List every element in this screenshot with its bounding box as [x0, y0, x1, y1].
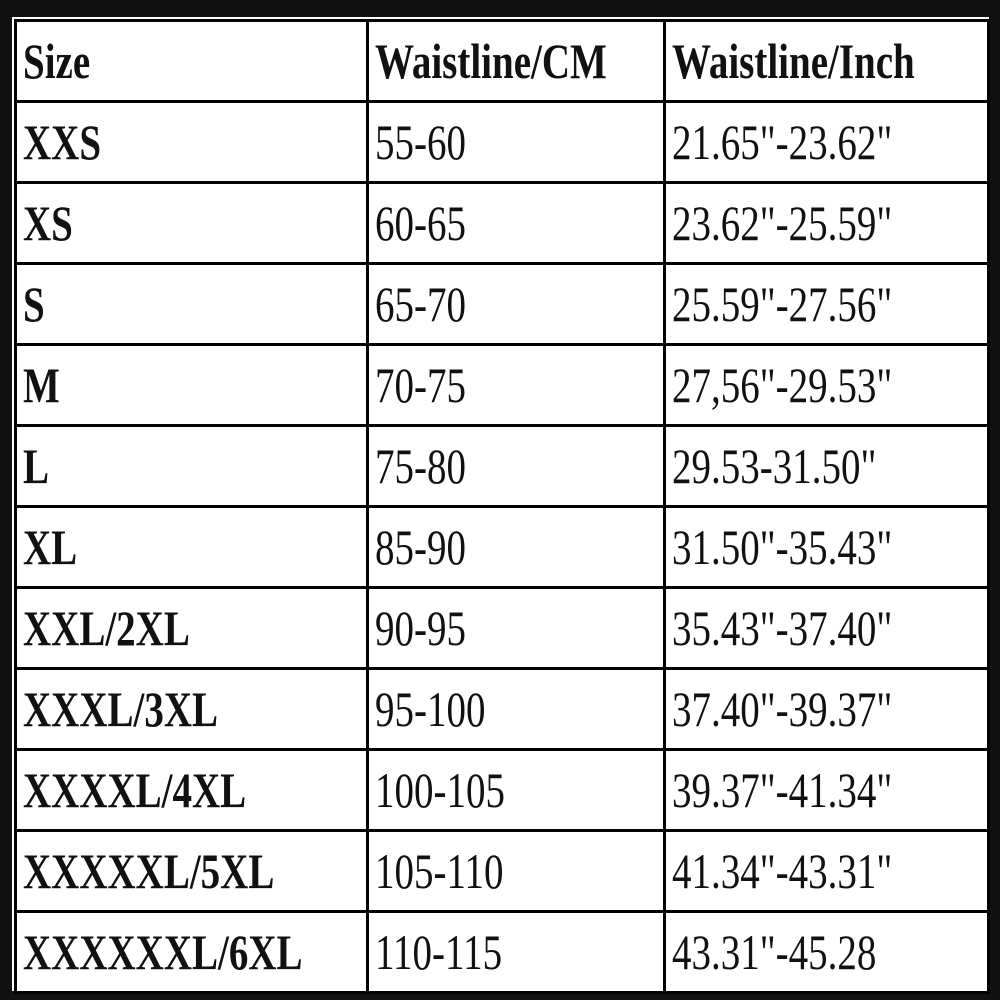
waist-inch-cell: 37.40"-39.37" — [663, 667, 990, 751]
table-row: M 70-75 27,56"-29.53" — [14, 343, 990, 427]
table-row: XXXXL/4XL 100-105 39.37"-41.34" — [14, 748, 990, 832]
size-cell: XS — [14, 181, 369, 265]
header-row: Size Waistline/CM Waistline/Inch — [14, 19, 990, 103]
waist-cm-cell: 110-115 — [366, 910, 666, 994]
waist-cm-cell: 100-105 — [366, 748, 666, 832]
waist-inch-cell: 35.43"-37.40" — [663, 586, 990, 670]
waist-inch-cell: 39.37"-41.34" — [663, 748, 990, 832]
size-cell: XL — [14, 505, 369, 589]
size-cell: XXS — [14, 100, 369, 184]
waist-inch-cell: 29.53-31.50" — [663, 424, 990, 508]
waist-cm-cell: 75-80 — [366, 424, 666, 508]
waist-inch-cell: 23.62"-25.59" — [663, 181, 990, 265]
size-cell: XXXXL/4XL — [14, 748, 369, 832]
table-row: XXXXXXL/6XL 110-115 43.31"-45.28 — [14, 910, 990, 994]
waist-inch-cell: 43.31"-45.28 — [663, 910, 990, 994]
header-waist-cm: Waistline/CM — [366, 19, 666, 103]
table-row: S 65-70 25.59"-27.56" — [14, 262, 990, 346]
header-waist-inch: Waistline/Inch — [663, 19, 990, 103]
waist-cm-cell: 85-90 — [366, 505, 666, 589]
size-cell: L — [14, 424, 369, 508]
waist-cm-cell: 55-60 — [366, 100, 666, 184]
size-cell: XXL/2XL — [14, 586, 369, 670]
table-row: XL 85-90 31.50"-35.43" — [14, 505, 990, 589]
waist-inch-cell: 41.34"-43.31" — [663, 829, 990, 913]
table-row: XS 60-65 23.62"-25.59" — [14, 181, 990, 265]
waist-cm-cell: 60-65 — [366, 181, 666, 265]
table-row: XXL/2XL 90-95 35.43"-37.40" — [14, 586, 990, 670]
waist-cm-cell: 95-100 — [366, 667, 666, 751]
size-cell: XXXL/3XL — [14, 667, 369, 751]
size-cell: M — [14, 343, 369, 427]
waist-cm-cell: 65-70 — [366, 262, 666, 346]
waist-inch-cell: 27,56"-29.53" — [663, 343, 990, 427]
waist-inch-cell: 31.50"-35.43" — [663, 505, 990, 589]
table-row: L 75-80 29.53-31.50" — [14, 424, 990, 508]
waist-inch-cell: 21.65"-23.62" — [663, 100, 990, 184]
table-row: XXXXXL/5XL 105-110 41.34"-43.31" — [14, 829, 990, 913]
table-row: XXS 55-60 21.65"-23.62" — [14, 100, 990, 184]
size-cell: XXXXXL/5XL — [14, 829, 369, 913]
waist-cm-cell: 90-95 — [366, 586, 666, 670]
size-table: Size Waistline/CM Waistline/Inch XXS 55-6… — [14, 19, 990, 994]
waist-inch-cell: 25.59"-27.56" — [663, 262, 990, 346]
waist-cm-cell: 105-110 — [366, 829, 666, 913]
size-chart: Size Waistline/CM Waistline/Inch XXS 55-6… — [12, 17, 990, 994]
header-size: Size — [14, 19, 369, 103]
size-cell: S — [14, 262, 369, 346]
table-row: XXXL/3XL 95-100 37.40"-39.37" — [14, 667, 990, 751]
waist-cm-cell: 70-75 — [366, 343, 666, 427]
size-cell: XXXXXXL/6XL — [14, 910, 369, 994]
